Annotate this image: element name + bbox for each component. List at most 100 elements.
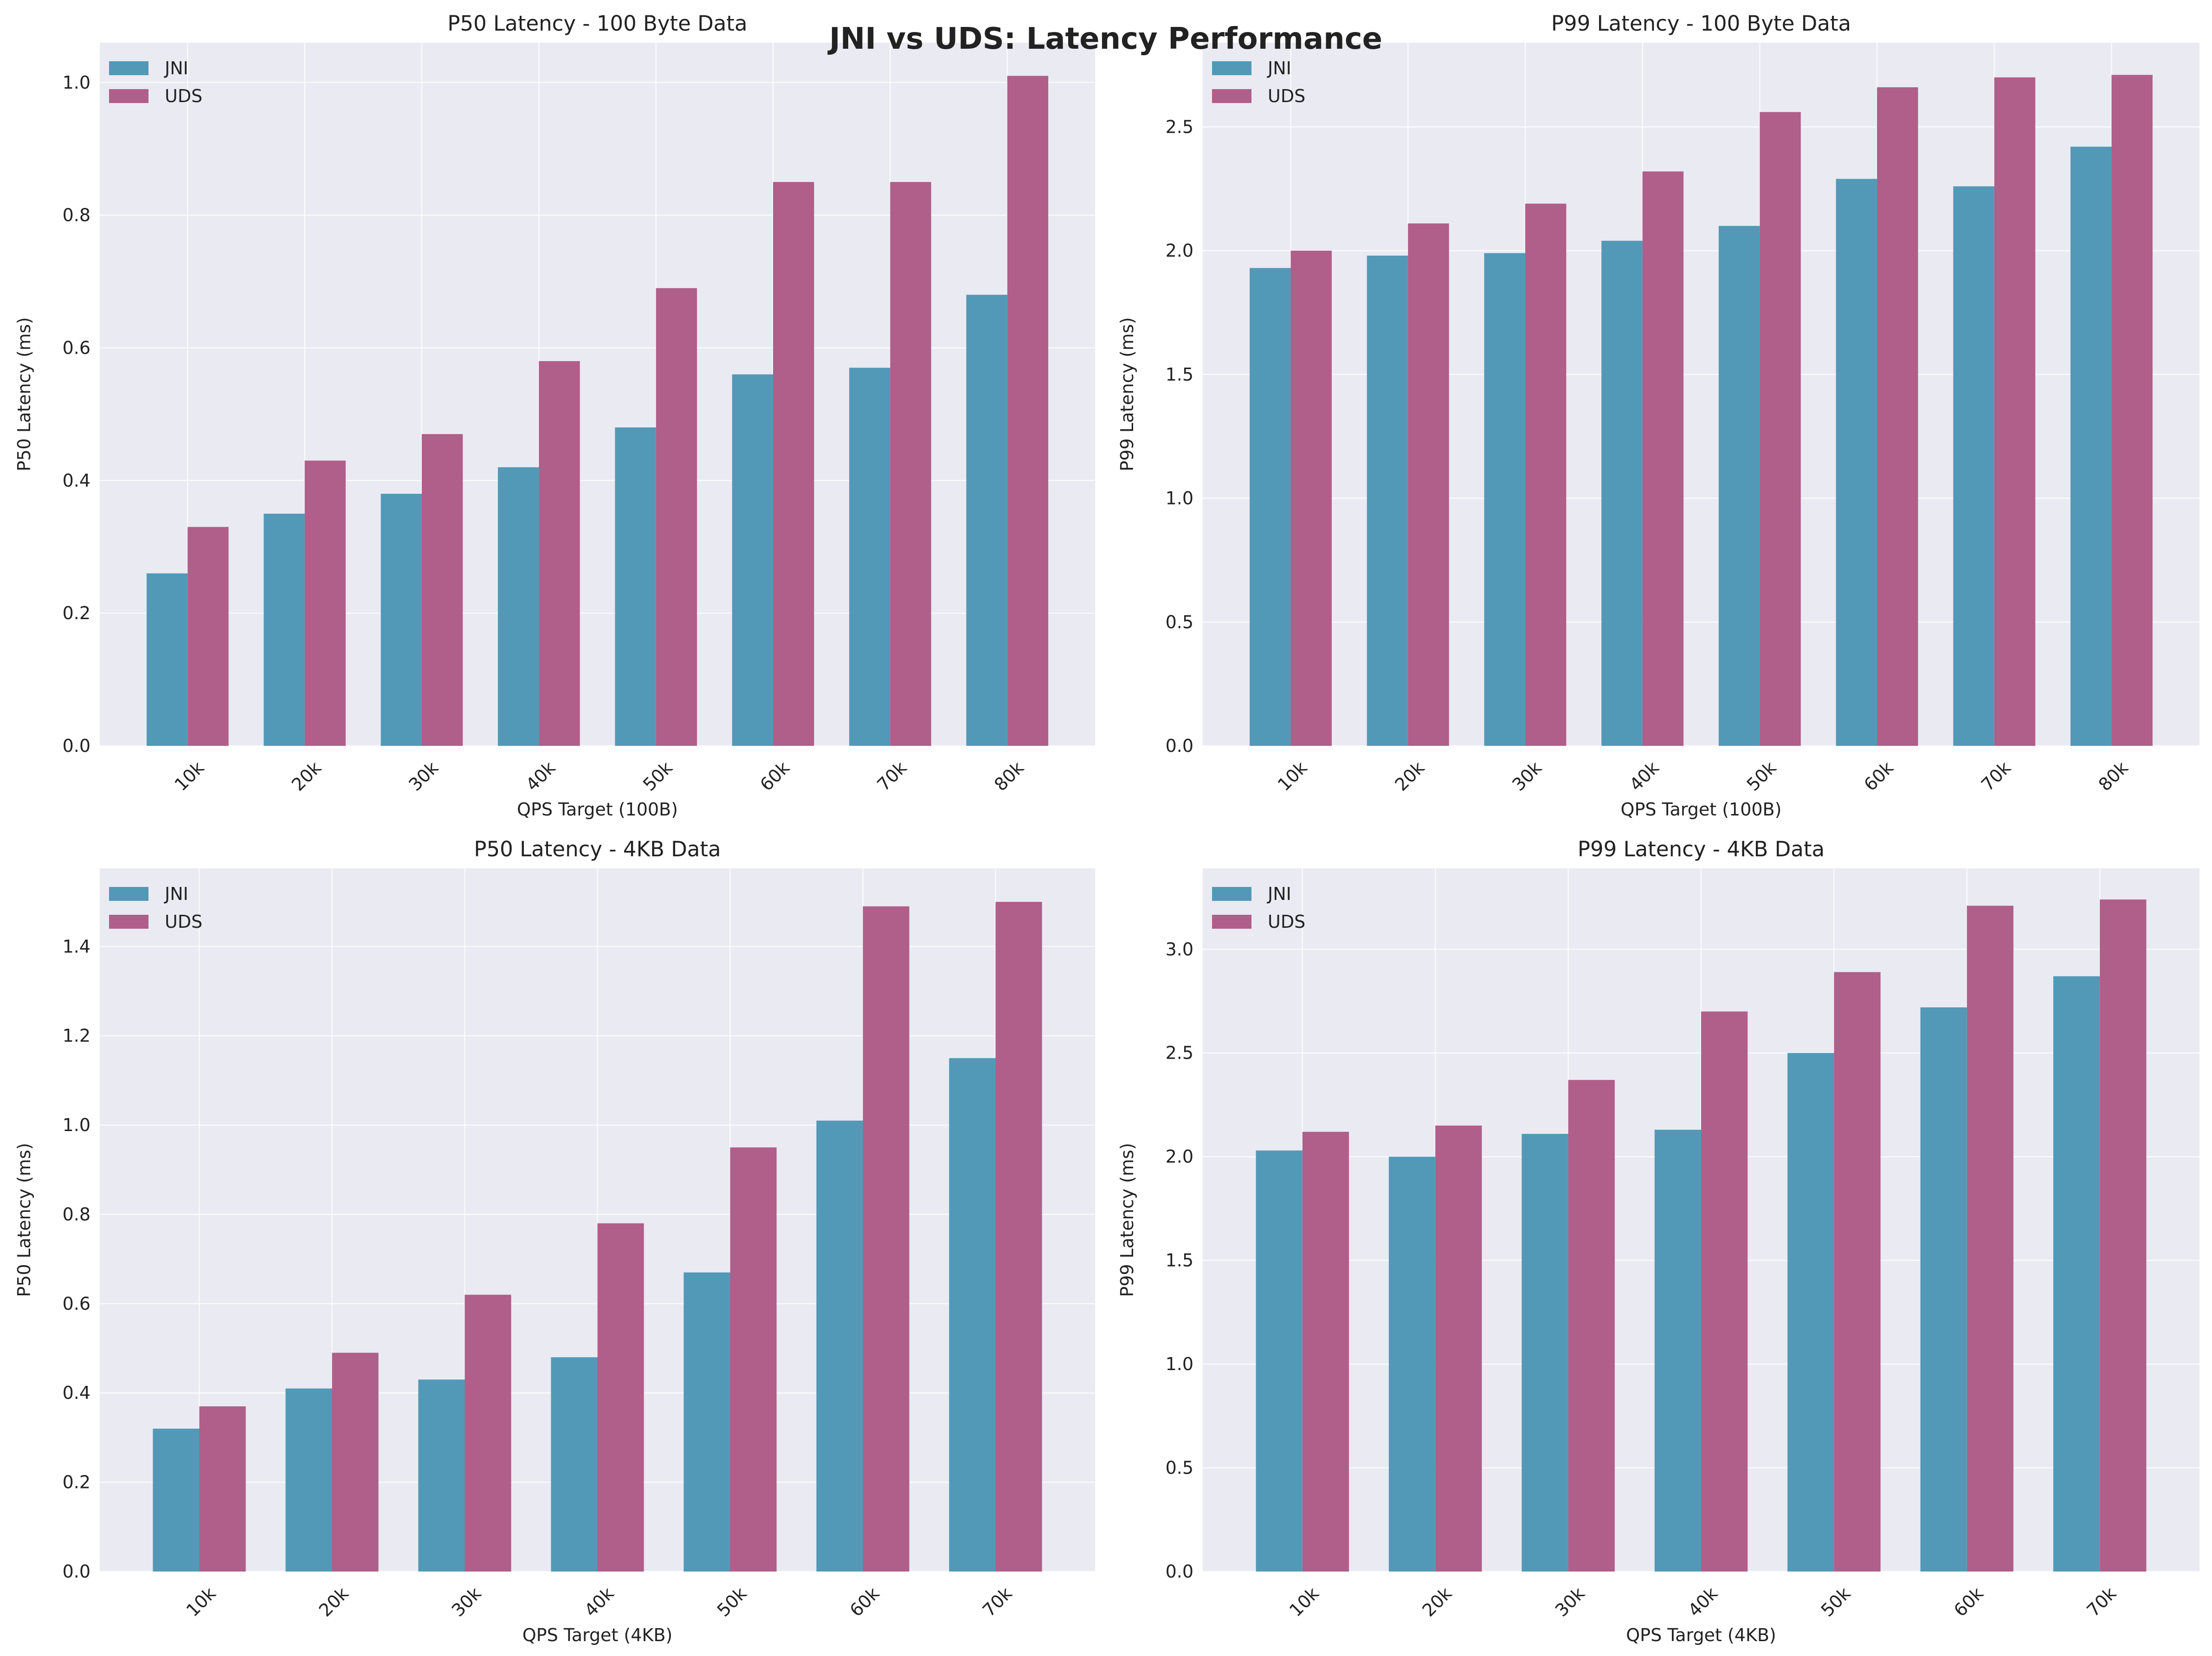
x-axis-label: QPS Target (100B): [1621, 799, 1782, 820]
legend-label-jni: JNI: [164, 884, 188, 904]
x-tick-label: 70k: [2083, 1583, 2120, 1621]
legend: JNI UDS: [109, 58, 202, 106]
y-tick-label: 1.0: [63, 72, 90, 93]
bar-uds-30k: [1525, 203, 1567, 746]
y-tick-label: 0.0: [63, 736, 90, 756]
bar-jni-40k: [1654, 1130, 1701, 1572]
bar-uds-10k: [199, 1406, 246, 1572]
legend-swatch-jni: [1212, 61, 1251, 75]
x-tick-label: 20k: [1391, 757, 1429, 795]
x-tick-label: 60k: [756, 757, 793, 795]
bar-jni-70k: [849, 368, 890, 746]
bar-jni-30k: [380, 493, 422, 746]
x-tick-label: 20k: [315, 1583, 353, 1621]
legend-label-uds: UDS: [165, 86, 202, 106]
bar-jni-60k: [1920, 1007, 1967, 1572]
bar-uds-20k: [1435, 1126, 1482, 1572]
y-tick-label: 0.5: [1166, 612, 1193, 632]
x-tick-label: 20k: [1418, 1583, 1456, 1621]
x-tick-label: 30k: [448, 1583, 485, 1621]
y-tick-label: 2.5: [1166, 116, 1193, 137]
y-axis-label: P50 Latency (ms): [14, 317, 34, 471]
bar-uds-40k: [597, 1223, 644, 1572]
x-tick-label: 30k: [405, 757, 442, 795]
panel-title: P50 Latency - 4KB Data: [474, 837, 721, 861]
x-tick-label: 30k: [1508, 757, 1546, 795]
bar-uds-30k: [464, 1294, 511, 1572]
x-tick-label: 20k: [288, 757, 325, 795]
bar-uds-60k: [1877, 87, 1918, 746]
bar-jni-30k: [418, 1379, 465, 1572]
bar-jni-60k: [1836, 179, 1877, 746]
legend-label-jni: JNI: [164, 58, 188, 78]
bar-uds-30k: [421, 434, 463, 746]
plot-background: [1203, 43, 2199, 746]
bar-uds-50k: [1760, 112, 1801, 746]
panel-title: P99 Latency - 4KB Data: [1578, 837, 1825, 861]
legend-swatch-jni: [1212, 887, 1251, 901]
panel-title: P50 Latency - 100 Byte Data: [447, 11, 747, 36]
legend-swatch-uds: [109, 89, 148, 103]
bar-jni-70k: [2053, 976, 2100, 1572]
y-tick-label: 0.6: [63, 1294, 90, 1314]
x-axis-label: QPS Target (4KB): [522, 1625, 672, 1645]
bar-jni-60k: [816, 1120, 863, 1572]
bar-jni-30k: [1522, 1134, 1568, 1572]
y-tick-label: 1.4: [63, 936, 90, 957]
bar-uds-60k: [773, 182, 814, 746]
bar-jni-40k: [498, 467, 539, 746]
bar-uds-20k: [332, 1352, 379, 1572]
panel-title: P99 Latency - 100 Byte Data: [1551, 11, 1851, 36]
y-tick-label: 0.8: [63, 1204, 90, 1224]
bar-uds-70k: [890, 182, 931, 746]
x-tick-label: 40k: [1625, 757, 1663, 795]
x-axis-label: QPS Target (100B): [517, 799, 678, 820]
bar-uds-20k: [304, 460, 346, 746]
bar-jni-10k: [1250, 268, 1291, 746]
bar-uds-60k: [1967, 906, 2014, 1572]
bar-jni-40k: [551, 1357, 598, 1572]
x-tick-label: 80k: [990, 757, 1028, 795]
y-tick-label: 0.6: [63, 337, 90, 358]
legend: JNI UDS: [109, 884, 202, 932]
legend-swatch-uds: [109, 915, 148, 929]
y-tick-label: 0.0: [1166, 736, 1193, 756]
plot-background: [100, 43, 1095, 746]
bar-jni-80k: [2070, 147, 2112, 746]
y-tick-label: 2.0: [1166, 1146, 1193, 1167]
bar-jni-50k: [615, 427, 656, 746]
bar-jni-20k: [264, 513, 305, 746]
legend-label-jni: JNI: [1267, 58, 1291, 78]
y-tick-label: 1.2: [63, 1026, 90, 1046]
legend-label-uds: UDS: [165, 912, 202, 932]
chart-panel-2: 0.0 0.5 1.0 1.5 2.0 2.5 10k 20k 30k 40k 50k 60k 70k 8…: [1117, 11, 2199, 820]
y-tick-label: 0.4: [63, 1383, 90, 1403]
y-tick-label: 1.0: [1166, 1354, 1193, 1374]
chart-panel-1: 0.0 0.2 0.4 0.6 0.8 1.0 10k 20k 30k 40k 50k 60k 70k 8…: [14, 11, 1095, 820]
bar-uds-70k: [995, 902, 1042, 1572]
y-tick-label: 3.0: [1166, 939, 1193, 959]
y-tick-label: 0.0: [63, 1561, 90, 1582]
y-tick-label: 0.5: [1166, 1458, 1193, 1478]
x-tick-label: 70k: [979, 1583, 1016, 1621]
bar-uds-80k: [1007, 76, 1049, 746]
x-tick-label: 10k: [182, 1583, 220, 1621]
x-tick-label: 10k: [171, 757, 208, 795]
bar-jni-80k: [966, 295, 1007, 746]
bar-uds-40k: [1642, 171, 1684, 746]
y-tick-label: 1.0: [1166, 488, 1193, 509]
bar-jni-10k: [146, 573, 188, 746]
bar-jni-70k: [1953, 186, 1994, 746]
y-tick-label: 2.0: [1166, 240, 1193, 261]
bar-jni-50k: [1787, 1053, 1834, 1572]
x-tick-label: 60k: [846, 1583, 884, 1621]
y-tick-label: 1.5: [1166, 364, 1193, 385]
bar-uds-70k: [2100, 899, 2147, 1572]
bar-uds-30k: [1568, 1080, 1615, 1572]
legend: JNI UDS: [1212, 58, 1305, 106]
bar-jni-50k: [1718, 226, 1760, 746]
bar-jni-10k: [153, 1429, 200, 1572]
chart-panel-3: 0.0 0.2 0.4 0.6 0.8 1.0 1.2 1.4 10k 20k 30k 40k 50k 6…: [14, 837, 1095, 1645]
y-tick-label: 2.5: [1166, 1043, 1193, 1063]
